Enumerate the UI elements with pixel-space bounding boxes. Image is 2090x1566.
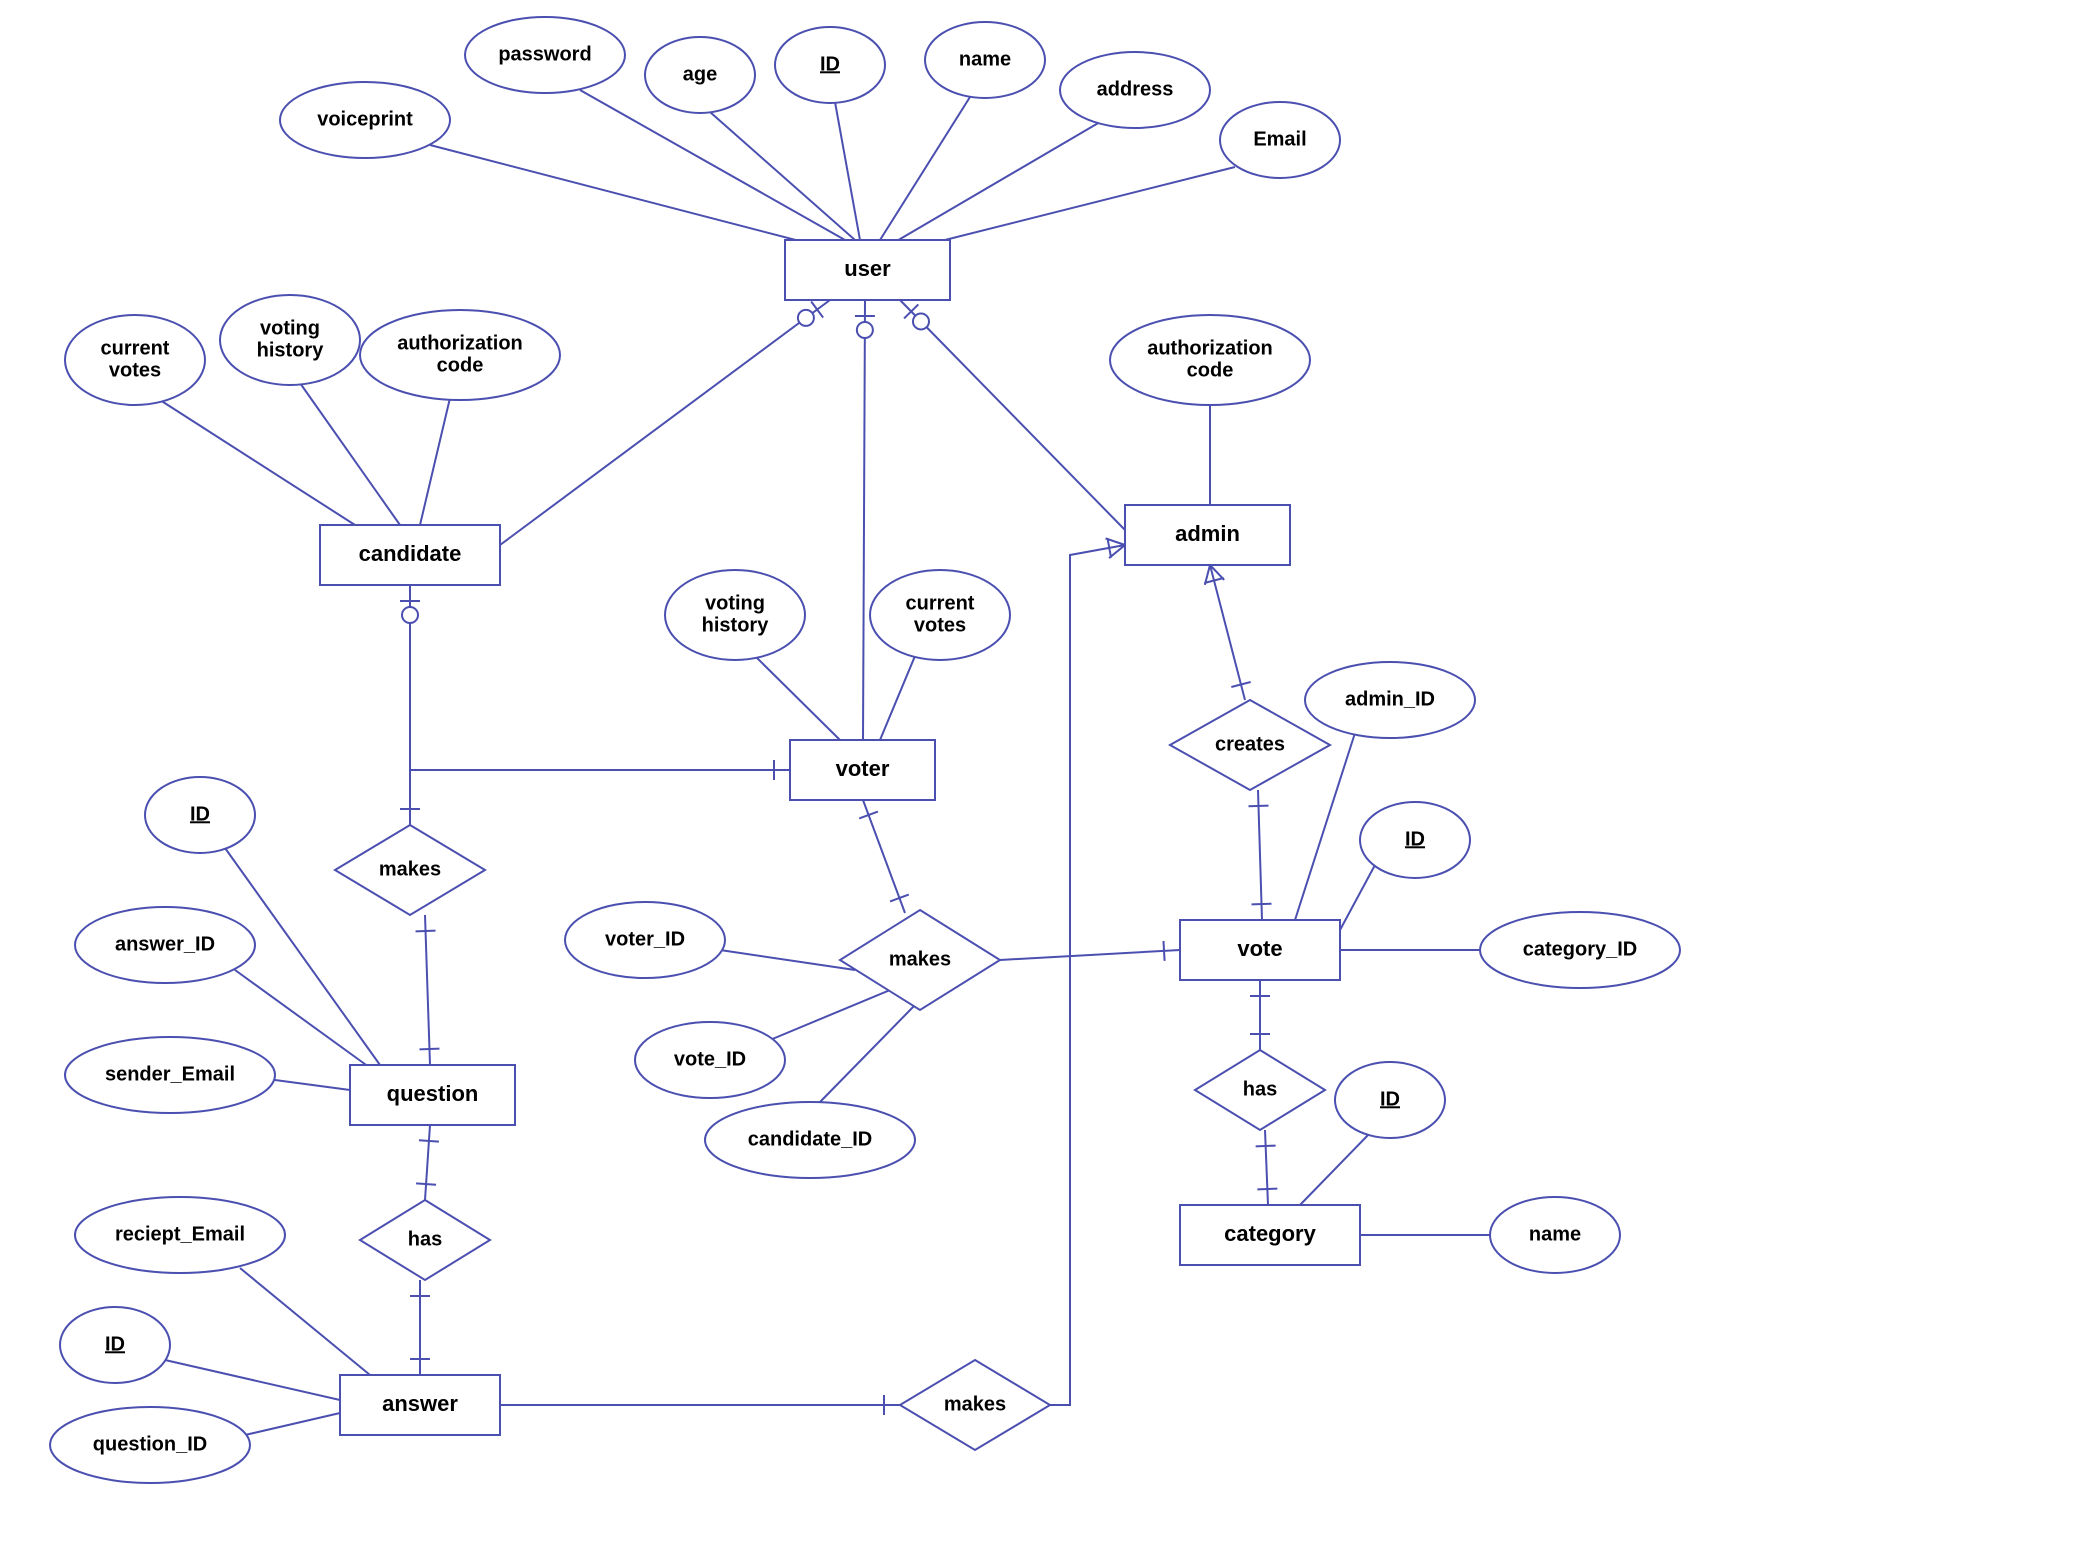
attribute-label: age (683, 63, 717, 85)
attribute-label: category_ID (1523, 938, 1638, 960)
attribute-label: voting (260, 317, 320, 339)
attribute-label: ID (1380, 1088, 1400, 1110)
attribute-label: votes (109, 359, 161, 381)
edge (416, 1125, 439, 1200)
edge (275, 1080, 350, 1090)
edge (1250, 980, 1270, 1050)
edge (880, 97, 970, 240)
attribute-label: vote_ID (674, 1048, 746, 1070)
edge (410, 760, 790, 780)
edge (880, 656, 915, 740)
edge (1248, 790, 1271, 920)
attribute-label: admin_ID (1345, 688, 1435, 710)
attribute-label: authorization (397, 332, 523, 354)
edge (770, 990, 890, 1040)
edge (410, 1280, 430, 1375)
attribute-label: ID (190, 803, 210, 825)
attribute-label: authorization (1147, 337, 1273, 359)
relationship-label: has (408, 1228, 442, 1250)
edge (835, 102, 860, 240)
edge (1300, 1133, 1370, 1205)
attribute-label: candidate_ID (748, 1128, 872, 1150)
edge (1340, 865, 1375, 930)
attribute-label: votes (914, 614, 966, 636)
relationship-label: makes (944, 1393, 1006, 1415)
attribute-label: voter_ID (605, 928, 685, 950)
edge (400, 585, 420, 825)
entity-label: vote (1237, 936, 1282, 961)
edge (859, 800, 909, 913)
attribute-label: Email (1253, 128, 1306, 150)
edge (500, 1395, 900, 1415)
entity-label: category (1224, 1221, 1316, 1246)
entity-label: user (844, 256, 891, 281)
relationship-label: creates (1215, 733, 1285, 755)
entity-label: answer (382, 1391, 458, 1416)
edge (300, 383, 400, 525)
relationship-label: makes (889, 948, 951, 970)
edge (895, 122, 1100, 242)
edge (416, 915, 440, 1065)
edge (245, 1413, 340, 1435)
edge (1295, 733, 1355, 920)
edge (420, 398, 450, 525)
attribute-label: ID (1405, 828, 1425, 850)
edge (1050, 538, 1125, 1405)
relationship-label: makes (379, 858, 441, 880)
edge (165, 1360, 340, 1400)
attribute-label: current (906, 592, 975, 614)
attribute-label: reciept_Email (115, 1223, 245, 1245)
attribute-label: voting (705, 592, 765, 614)
edge (1000, 941, 1180, 961)
entity-label: question (387, 1081, 479, 1106)
edge (925, 167, 1235, 245)
attribute-label: answer_ID (115, 933, 215, 955)
attribute-label: history (257, 339, 325, 361)
edge (820, 1005, 915, 1102)
edge (900, 300, 1125, 530)
edge (240, 1268, 370, 1375)
edge (1204, 565, 1250, 700)
attribute-label: password (498, 43, 591, 65)
attribute-label: code (1187, 359, 1234, 381)
attribute-label: question_ID (93, 1433, 207, 1455)
attribute-label: address (1097, 78, 1174, 100)
attribute-label: history (702, 614, 770, 636)
attribute-label: name (959, 48, 1011, 70)
attribute-label: sender_Email (105, 1063, 235, 1085)
attribute-label: ID (820, 53, 840, 75)
entity-label: admin (1175, 521, 1240, 546)
entity-label: candidate (359, 541, 462, 566)
edge (855, 300, 875, 740)
edge (430, 145, 815, 245)
attribute-label: ID (105, 1333, 125, 1355)
attribute-label: current (101, 337, 170, 359)
edge (720, 950, 855, 970)
attribute-label: voiceprint (317, 108, 413, 130)
attribute-label: name (1529, 1223, 1581, 1245)
relationship-label: has (1243, 1078, 1277, 1100)
edge (755, 656, 840, 740)
entity-label: voter (836, 756, 890, 781)
edge (1256, 1130, 1278, 1205)
attribute-label: code (437, 354, 484, 376)
